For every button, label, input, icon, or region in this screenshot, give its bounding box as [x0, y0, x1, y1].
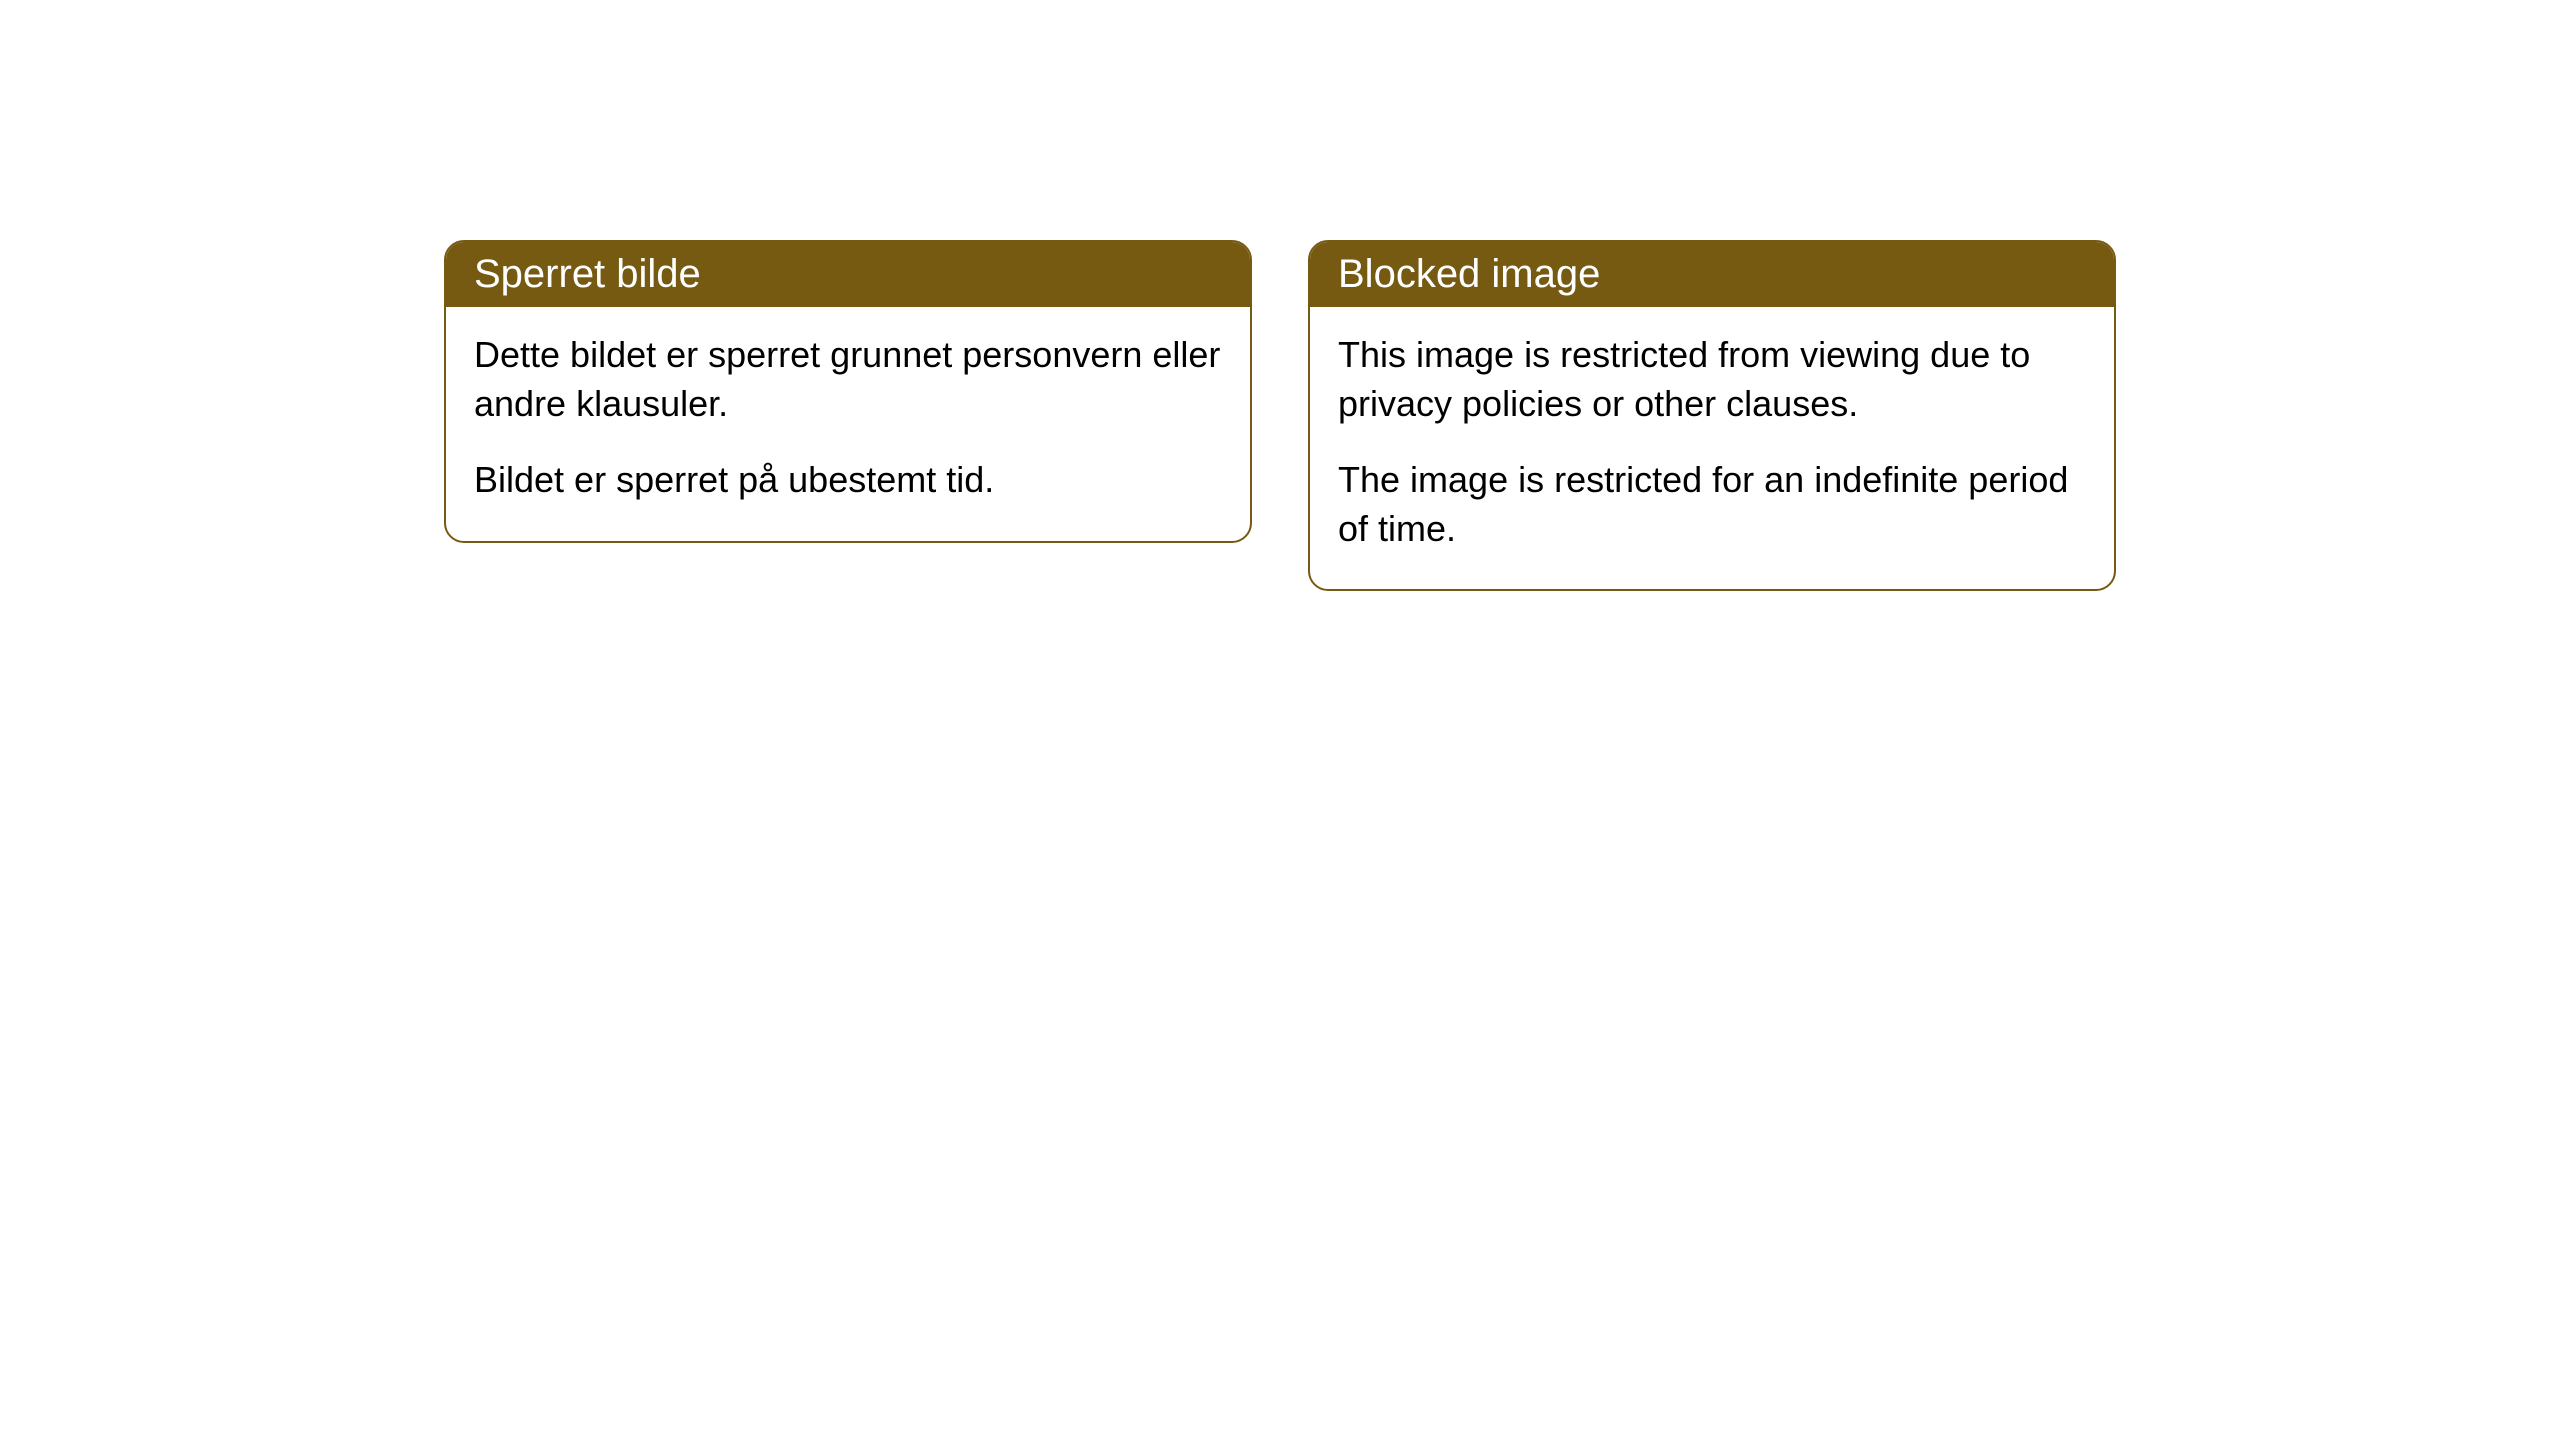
card-body: Dette bildet er sperret grunnet personve…: [446, 307, 1250, 541]
card-paragraph: Dette bildet er sperret grunnet personve…: [474, 331, 1222, 428]
card-header: Blocked image: [1310, 242, 2114, 307]
blocked-image-card-en: Blocked image This image is restricted f…: [1308, 240, 2116, 591]
card-paragraph: This image is restricted from viewing du…: [1338, 331, 2086, 428]
card-title: Sperret bilde: [474, 252, 701, 296]
card-body: This image is restricted from viewing du…: [1310, 307, 2114, 589]
card-header: Sperret bilde: [446, 242, 1250, 307]
card-title: Blocked image: [1338, 252, 1600, 296]
card-paragraph: The image is restricted for an indefinit…: [1338, 456, 2086, 553]
blocked-image-card-no: Sperret bilde Dette bildet er sperret gr…: [444, 240, 1252, 543]
card-paragraph: Bildet er sperret på ubestemt tid.: [474, 456, 1222, 505]
